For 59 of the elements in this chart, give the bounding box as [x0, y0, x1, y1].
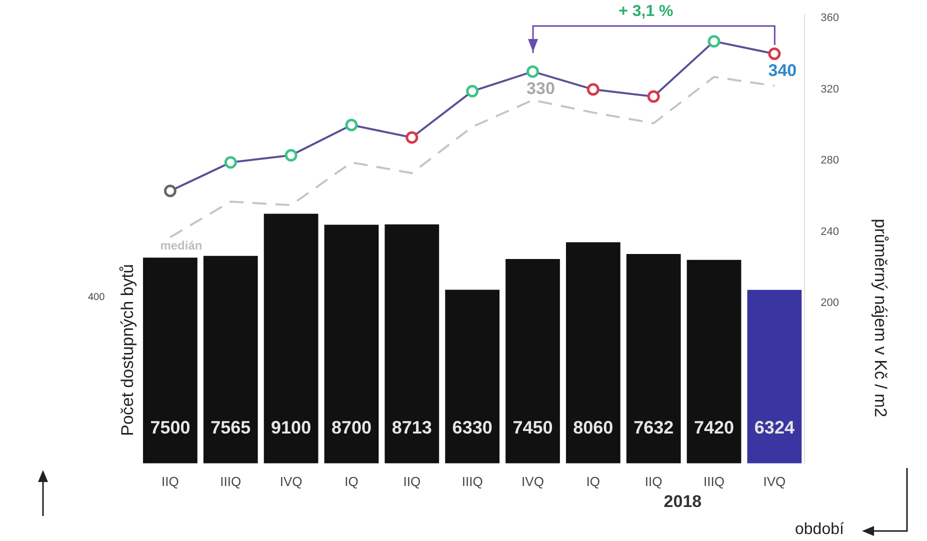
x-tick-label: IVQ: [522, 474, 544, 489]
y-axis-title: Počet dostupných bytů: [118, 264, 138, 436]
point: [406, 131, 418, 144]
bar: [686, 260, 742, 464]
x-tick-label: IIIQ: [462, 474, 483, 489]
data-label: 8713: [392, 417, 432, 438]
point: [647, 90, 660, 103]
data-label: 9100: [271, 417, 312, 438]
bar: [626, 254, 681, 464]
point: [586, 83, 600, 96]
y2-tick-label: 200: [820, 297, 840, 310]
bar: [506, 259, 560, 464]
data-label: 7500: [150, 417, 190, 438]
y2-tick-label: 280: [820, 154, 840, 167]
y2-tick-label: 240: [820, 226, 840, 238]
x-tick-label: IIQ: [644, 474, 662, 489]
data-label: 7565: [210, 417, 251, 438]
point: [466, 84, 479, 98]
y2-tick-label: 320: [820, 83, 840, 96]
x-tick-label: IQ: [344, 474, 358, 489]
data-label: 330: [526, 78, 555, 98]
data-label: 6324: [754, 417, 794, 438]
point: [224, 156, 237, 169]
point: [526, 65, 539, 78]
point: [708, 35, 720, 48]
bar: [264, 214, 318, 464]
point: [768, 48, 781, 60]
x-tick-label: IIQ: [403, 474, 421, 489]
x-tick-label: IIQ: [162, 474, 179, 489]
point: [284, 149, 298, 162]
data-label: 7450: [512, 417, 553, 438]
data-label: 8700: [331, 417, 372, 438]
bar: [747, 290, 802, 464]
data-label: 8060: [573, 417, 614, 438]
line-series: [169, 76, 776, 238]
point: [345, 118, 358, 132]
x-tick-label: IIIQ: [704, 474, 724, 489]
y2-tick-label: 360: [820, 12, 840, 24]
data-label: 6330: [452, 417, 492, 438]
x-axis-title: období: [795, 521, 844, 539]
y2-axis-title: průměrný nájem v Kč / m2: [870, 218, 890, 418]
bar: [445, 290, 500, 464]
text: 400: [88, 292, 105, 303]
x-tick-label: IQ: [586, 474, 600, 489]
x-tick-label: IIIQ: [220, 474, 242, 489]
data-label: 7420: [694, 417, 734, 438]
x-tick-label: IVQ: [763, 474, 786, 489]
annotation: + 3,1 %: [618, 3, 674, 21]
point: [164, 184, 176, 198]
data-label: 7632: [634, 417, 674, 438]
bar: [566, 242, 620, 464]
bar: [384, 224, 440, 464]
bar: [203, 256, 258, 464]
x-tick-label: IVQ: [280, 474, 302, 489]
data-label: 340: [768, 60, 797, 80]
bar: [143, 258, 198, 464]
series-label: medián: [160, 238, 202, 253]
text: 2018: [664, 492, 702, 512]
bar: [324, 224, 379, 464]
